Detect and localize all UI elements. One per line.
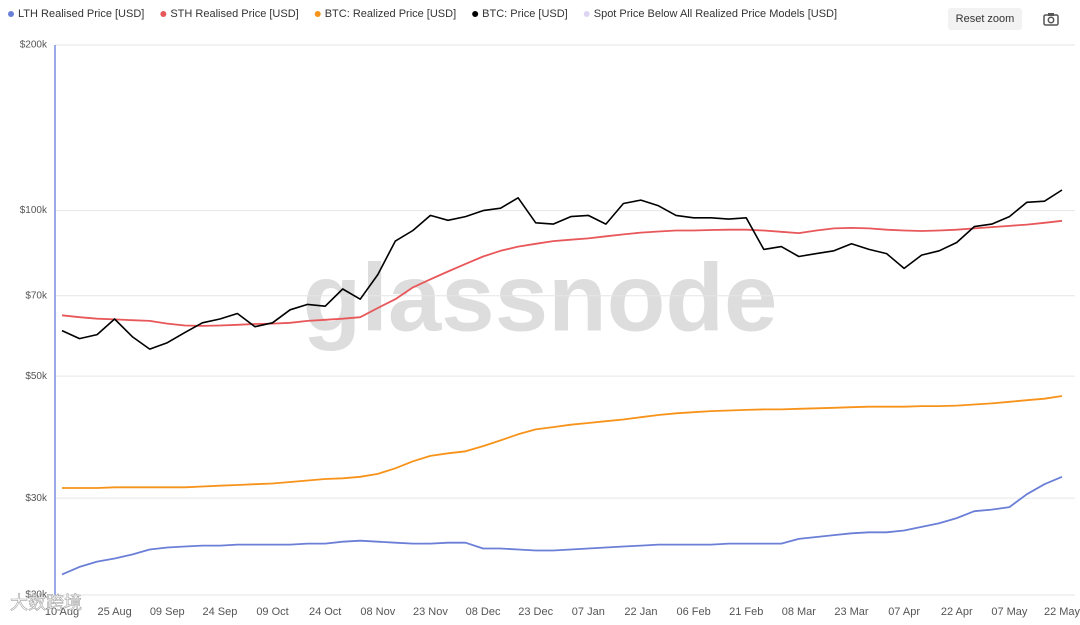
series-line (61, 189, 1063, 350)
y-tick-label: $30k (25, 493, 48, 504)
legend-label: BTC: Price [USD] (482, 8, 568, 20)
x-tick-label: 07 Apr (888, 606, 920, 618)
legend-marker (160, 11, 167, 17)
x-tick-label: 22 May (1044, 606, 1080, 618)
y-tick-label: $20k (25, 590, 48, 601)
legend-marker (472, 11, 479, 17)
x-tick-label: 10 Aug (45, 606, 79, 618)
camera-icon[interactable] (1042, 11, 1060, 27)
x-tick-label: 07 Jan (572, 606, 605, 618)
x-tick-label: 09 Oct (256, 606, 288, 618)
x-tick-label: 23 Mar (834, 606, 869, 618)
x-tick-label: 25 Aug (97, 606, 131, 618)
x-tick-label: 08 Dec (466, 606, 501, 618)
legend-marker (314, 11, 321, 17)
legend-marker (8, 11, 14, 17)
legend-label: BTC: Realized Price [USD] (325, 8, 456, 20)
reset-zoom-button[interactable]: Reset zoom (948, 8, 1022, 30)
x-tick-label: 07 May (991, 606, 1028, 618)
x-tick-label: 22 Apr (941, 606, 973, 618)
legend-marker (583, 11, 590, 17)
watermark: glassnode (303, 244, 778, 351)
x-tick-label: 08 Mar (782, 606, 817, 618)
corner-watermark: 大数跨境 (10, 593, 82, 613)
series-line (62, 395, 1063, 489)
series-line (61, 475, 1063, 576)
x-tick-label: 09 Sep (150, 606, 185, 618)
y-tick-label: $200k (20, 40, 48, 51)
x-tick-label: 24 Oct (309, 606, 341, 618)
x-tick-label: 23 Nov (413, 606, 448, 618)
x-tick-label: 21 Feb (729, 606, 763, 618)
series-line (61, 219, 1063, 327)
x-tick-label: 06 Feb (676, 606, 710, 618)
y-tick-label: $100k (20, 205, 48, 216)
y-tick-label: $70k (25, 290, 48, 301)
x-tick-label: 22 Jan (624, 606, 657, 618)
legend-label: STH Realised Price [USD] (170, 8, 298, 20)
x-tick-label: 23 Dec (518, 606, 553, 618)
legend-label: Spot Price Below All Realized Price Mode… (594, 8, 837, 20)
legend-label: LTH Realised Price [USD] (18, 8, 144, 20)
x-tick-label: 24 Sep (202, 606, 237, 618)
x-tick-label: 08 Nov (360, 606, 395, 618)
y-tick-label: $50k (25, 371, 48, 382)
